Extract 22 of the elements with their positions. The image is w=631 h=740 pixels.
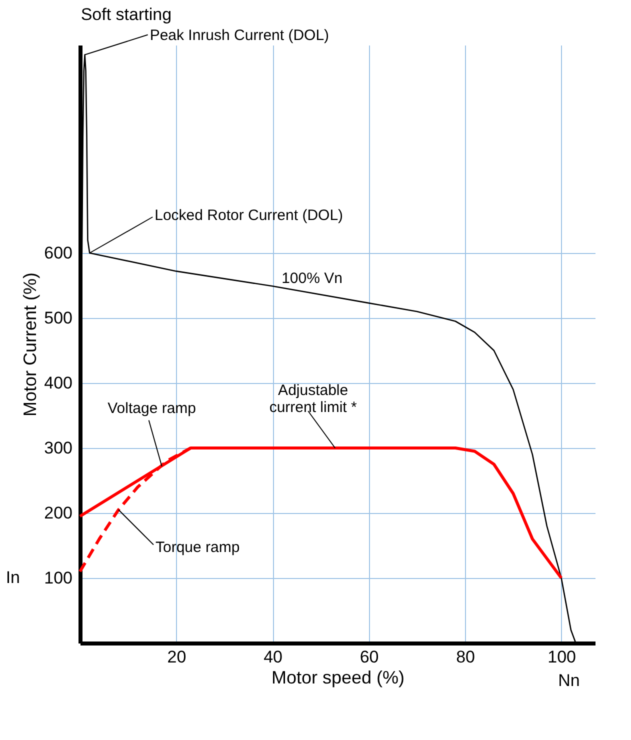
text: In: [6, 568, 20, 587]
annotation: Torque ramp: [156, 538, 240, 556]
x-tick-label: 40: [264, 648, 282, 666]
x-tick-label: 80: [456, 648, 476, 666]
x-tick-label: 20: [167, 648, 186, 666]
y-tick-label: 200: [44, 504, 72, 522]
y-axis-title: Motor Current (%): [20, 272, 40, 417]
x-tick-label: 100: [548, 648, 576, 666]
y-tick-label: 500: [44, 308, 72, 328]
y-tick-label: 400: [44, 374, 72, 392]
y-tick-label: 100: [44, 568, 72, 588]
x-tick-label: 60: [360, 648, 379, 666]
chart-title: Soft starting: [80, 4, 172, 24]
annotation: Adjustable current limit *: [269, 382, 358, 416]
annotation: Voltage ramp: [108, 400, 196, 418]
annotation: Peak Inrush Current (DOL): [150, 26, 330, 44]
y-tick-label: 300: [44, 438, 72, 458]
x-axis-title: Motor speed (%): [271, 668, 405, 688]
y-tick-label: 600: [44, 244, 72, 262]
annotation: Locked Rotor Current (DOL): [154, 207, 344, 224]
annotation: 100% Vn: [282, 270, 342, 287]
text: Nn: [558, 671, 580, 690]
